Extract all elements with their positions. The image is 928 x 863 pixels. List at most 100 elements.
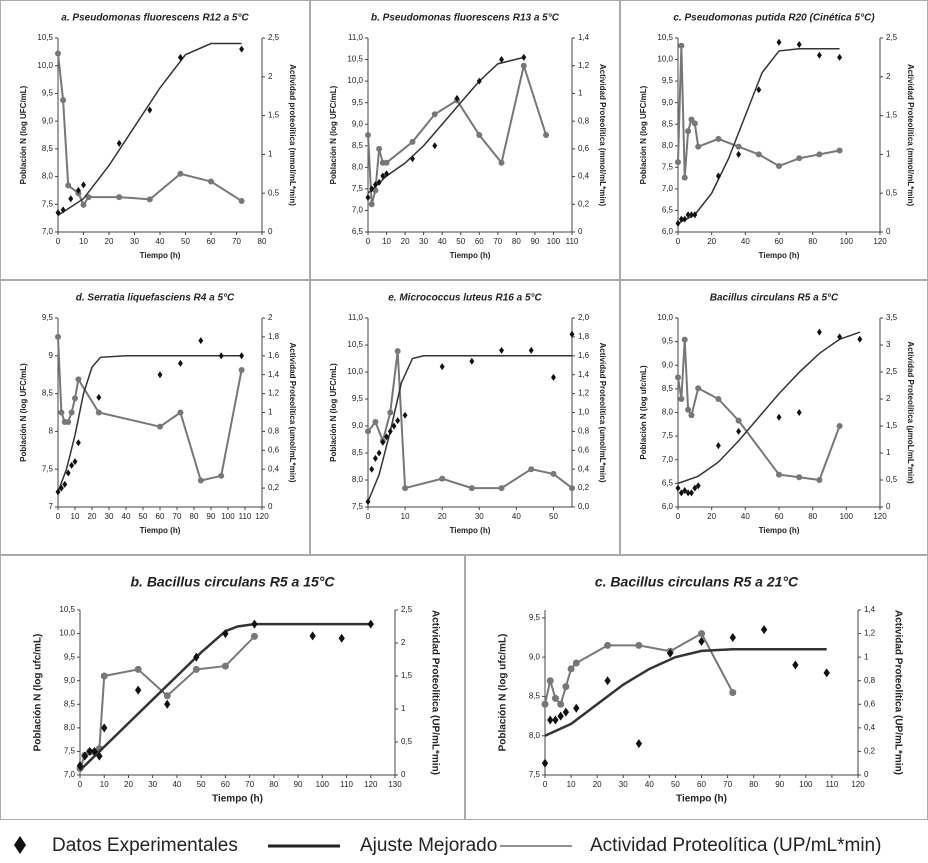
y2-tick-label: 1,6 bbox=[578, 351, 590, 360]
y-tick-label: 9,0 bbox=[64, 676, 76, 685]
panel-title: d. Serratia liquefasciens R4 a 5°C bbox=[76, 293, 235, 304]
activity-marker bbox=[678, 42, 685, 49]
data-point bbox=[81, 181, 86, 189]
data-point bbox=[193, 652, 200, 662]
y2-tick-label: 1 bbox=[886, 448, 891, 457]
legend: Datos Experimentales Ajuste Mejorado Act… bbox=[14, 835, 881, 856]
data-point bbox=[678, 489, 684, 497]
panel-title: a. Pseudomonas fluorescens R12 a 5°C bbox=[61, 13, 249, 24]
y-tick-label: 9,0 bbox=[42, 116, 54, 125]
activity-marker bbox=[177, 409, 184, 416]
y-tick-label: 8,0 bbox=[352, 475, 364, 484]
y2-tick-label: 0,2 bbox=[864, 747, 876, 756]
x-tick-label: 10 bbox=[100, 780, 109, 789]
data-point bbox=[81, 751, 88, 761]
y2-tick-label: 2,5 bbox=[886, 33, 898, 42]
data-point bbox=[376, 449, 382, 457]
y2-tick-label: 0,2 bbox=[268, 483, 280, 492]
data-point bbox=[69, 461, 75, 469]
activity-marker bbox=[796, 474, 803, 481]
y2-tick-label: 2,5 bbox=[268, 33, 280, 42]
data-point bbox=[604, 676, 611, 686]
x-tick-label: 40 bbox=[172, 780, 181, 789]
activity-marker bbox=[146, 196, 153, 203]
y-tick-label: 10,0 bbox=[657, 55, 673, 64]
data-point bbox=[251, 619, 258, 629]
activity-line bbox=[677, 339, 841, 482]
panel-border bbox=[0, 0, 310, 280]
y-tick-label: 8 bbox=[49, 427, 54, 436]
activity-line bbox=[57, 336, 243, 482]
x-tick-label: 60 bbox=[775, 237, 784, 246]
data-point bbox=[756, 86, 762, 94]
data-point bbox=[387, 427, 393, 435]
panel: c. Pseudomonas putida R20 (Cinética 5°C)… bbox=[620, 0, 928, 280]
activity-marker bbox=[755, 151, 762, 158]
y2-tick-label: 0,2 bbox=[578, 199, 590, 208]
activity-marker bbox=[572, 659, 580, 667]
x-tick-label: 30 bbox=[475, 512, 484, 521]
x-tick-label: 20 bbox=[105, 237, 114, 246]
y2-tick-label: 2 bbox=[268, 72, 273, 81]
x-tick-label: 90 bbox=[775, 780, 784, 789]
x-tick-label: 50 bbox=[456, 237, 465, 246]
y-tick-label: 9,5 bbox=[42, 313, 54, 322]
x-tick-label: 50 bbox=[671, 780, 680, 789]
y2-axis-label: Actividad Proteolítica (UP/mL*min) bbox=[429, 610, 440, 775]
data-point bbox=[65, 469, 71, 477]
activity-line bbox=[367, 61, 547, 205]
legend-label: Ajuste Mejorado bbox=[360, 835, 497, 856]
x-tick-label: 80 bbox=[808, 237, 817, 246]
data-point bbox=[239, 352, 245, 360]
x-tick-label: 120 bbox=[873, 512, 887, 521]
panel: e. Micrococcus luteus R16 a 5°C 0 10 20 30 40… bbox=[310, 280, 620, 555]
activity-marker bbox=[551, 694, 559, 702]
y2-tick-label: 1 bbox=[578, 89, 583, 98]
y-tick-label: 10,0 bbox=[347, 76, 363, 85]
y2-tick-label: 0 bbox=[268, 502, 273, 511]
x-tick-label: 80 bbox=[190, 512, 199, 521]
data-point bbox=[776, 413, 782, 421]
data-point bbox=[573, 703, 580, 713]
x-tick-label: 0 bbox=[676, 512, 681, 521]
x-axis-label: Tiempo (h) bbox=[140, 251, 181, 260]
x-tick-label: 10 bbox=[382, 237, 391, 246]
data-point bbox=[667, 648, 674, 658]
panel: c. Bacillus circulans R5 a 21°C0 10 20 30 40… bbox=[465, 555, 928, 820]
activity-marker bbox=[157, 423, 163, 430]
data-point bbox=[837, 333, 843, 341]
x-axis-label: Tiempo (h) bbox=[759, 251, 800, 260]
data-point bbox=[439, 363, 445, 371]
x-tick-label: 20 bbox=[401, 237, 410, 246]
y2-tick-label: 2,5 bbox=[401, 605, 413, 614]
y2-tick-label: 0,6 bbox=[578, 144, 590, 153]
data-point bbox=[541, 758, 549, 768]
y2-tick-label: 0 bbox=[268, 227, 273, 236]
activity-marker bbox=[238, 366, 245, 373]
activity-marker bbox=[528, 466, 535, 473]
y2-tick-label: 0,6 bbox=[578, 445, 590, 454]
activity-marker bbox=[776, 163, 782, 170]
x-axis-label: Tiempo (h) bbox=[450, 526, 491, 535]
legend-label: Datos Experimentales bbox=[52, 835, 238, 856]
data-point bbox=[86, 746, 93, 756]
data-point bbox=[528, 346, 534, 354]
y2-tick-label: 0 bbox=[578, 227, 583, 236]
activity-marker bbox=[218, 472, 225, 479]
panel: Bacillus circulans R5 a 5°C0 20 40 60 80 100 1… bbox=[620, 280, 928, 555]
y2-tick-label: 1,2 bbox=[268, 389, 280, 398]
x-tick-label: 110 bbox=[340, 780, 353, 789]
activity-marker bbox=[688, 412, 695, 419]
y2-tick-label: 1,2 bbox=[864, 629, 876, 638]
data-point bbox=[372, 454, 378, 462]
y2-tick-label: 0,8 bbox=[268, 427, 280, 436]
data-point bbox=[823, 668, 830, 678]
activity-marker bbox=[546, 677, 554, 685]
y2-tick-label: 2 bbox=[268, 313, 273, 322]
data-point bbox=[395, 417, 401, 425]
activity-marker bbox=[468, 485, 475, 492]
data-point bbox=[469, 357, 475, 365]
y-tick-label: 9,0 bbox=[352, 119, 364, 128]
activity-marker bbox=[695, 143, 702, 150]
activity-marker bbox=[177, 170, 184, 177]
